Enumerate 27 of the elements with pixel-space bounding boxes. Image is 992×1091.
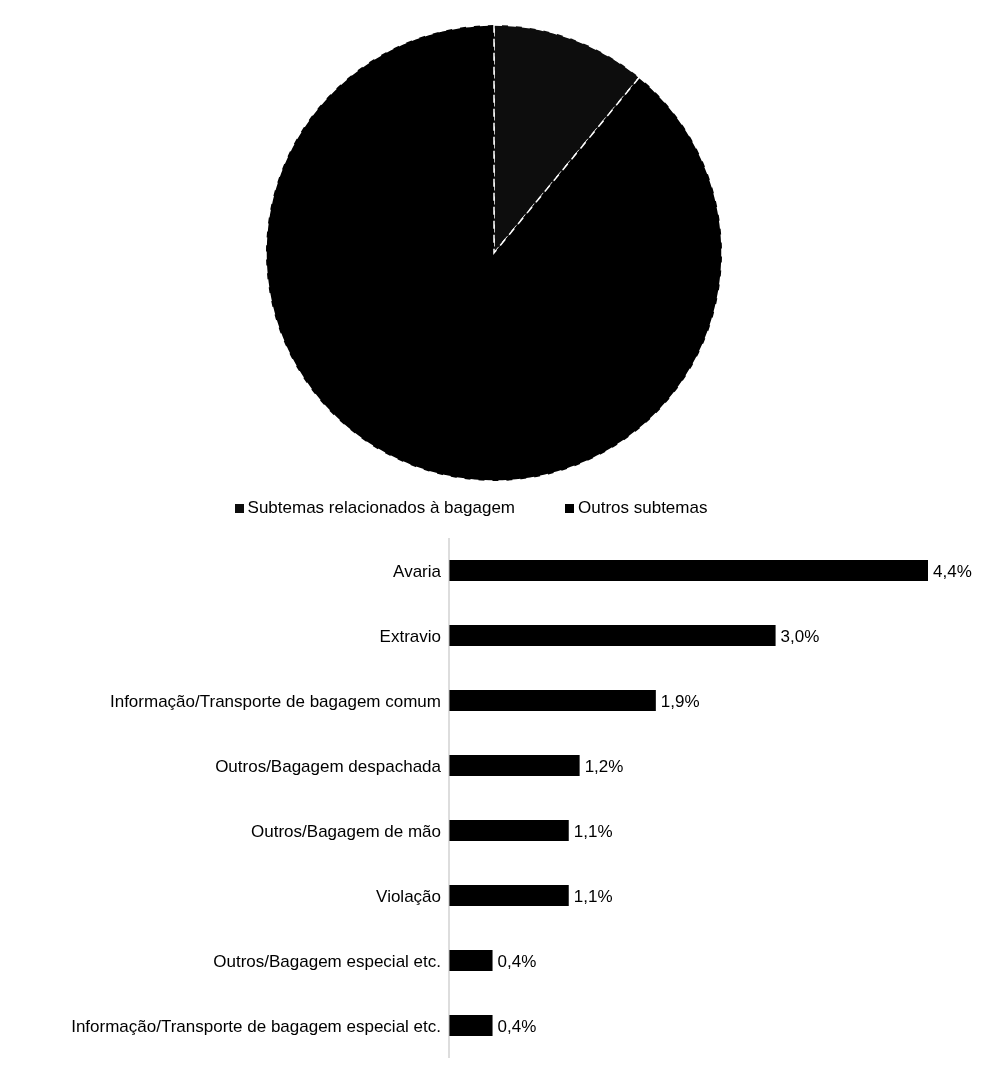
bar: [449, 950, 493, 972]
y-tick-label: Outros/Bagagem de mão: [251, 821, 441, 841]
data-label: 4,4%: [933, 561, 972, 581]
y-tick-label: Outros/Bagagem especial etc.: [213, 951, 441, 971]
bar: [449, 625, 776, 647]
data-label: 1,1%: [573, 886, 613, 906]
data-label: 3,0%: [780, 626, 820, 646]
y-tick-label: Extravio: [379, 626, 441, 646]
bar: [449, 755, 580, 777]
y-tick-label: Informação/Transporte de bagagem especial etc.: [71, 1016, 441, 1036]
y-tick-label: Avaria: [393, 561, 442, 581]
data-label: 1,1%: [573, 821, 613, 841]
legend-label: Subtemas relacionados à bagagem: [247, 498, 515, 517]
bar: [449, 560, 928, 582]
data-label: 1,9%: [660, 691, 700, 711]
data-label: 1,2%: [584, 756, 624, 776]
data-label: 0,4%: [497, 1016, 537, 1036]
y-tick-label: Informação/Transporte de bagagem comum: [109, 691, 441, 711]
bar: [449, 820, 569, 842]
data-label: 0,4%: [497, 951, 537, 971]
pie-slice: [265, 24, 723, 482]
y-tick-label: Outros/Bagagem despachada: [215, 756, 442, 776]
bar: [449, 690, 656, 712]
y-tick-label: Violação: [376, 886, 441, 906]
bar: [449, 1015, 493, 1037]
legend-label: Outros subtemas: [578, 498, 708, 517]
bar: [449, 885, 569, 907]
